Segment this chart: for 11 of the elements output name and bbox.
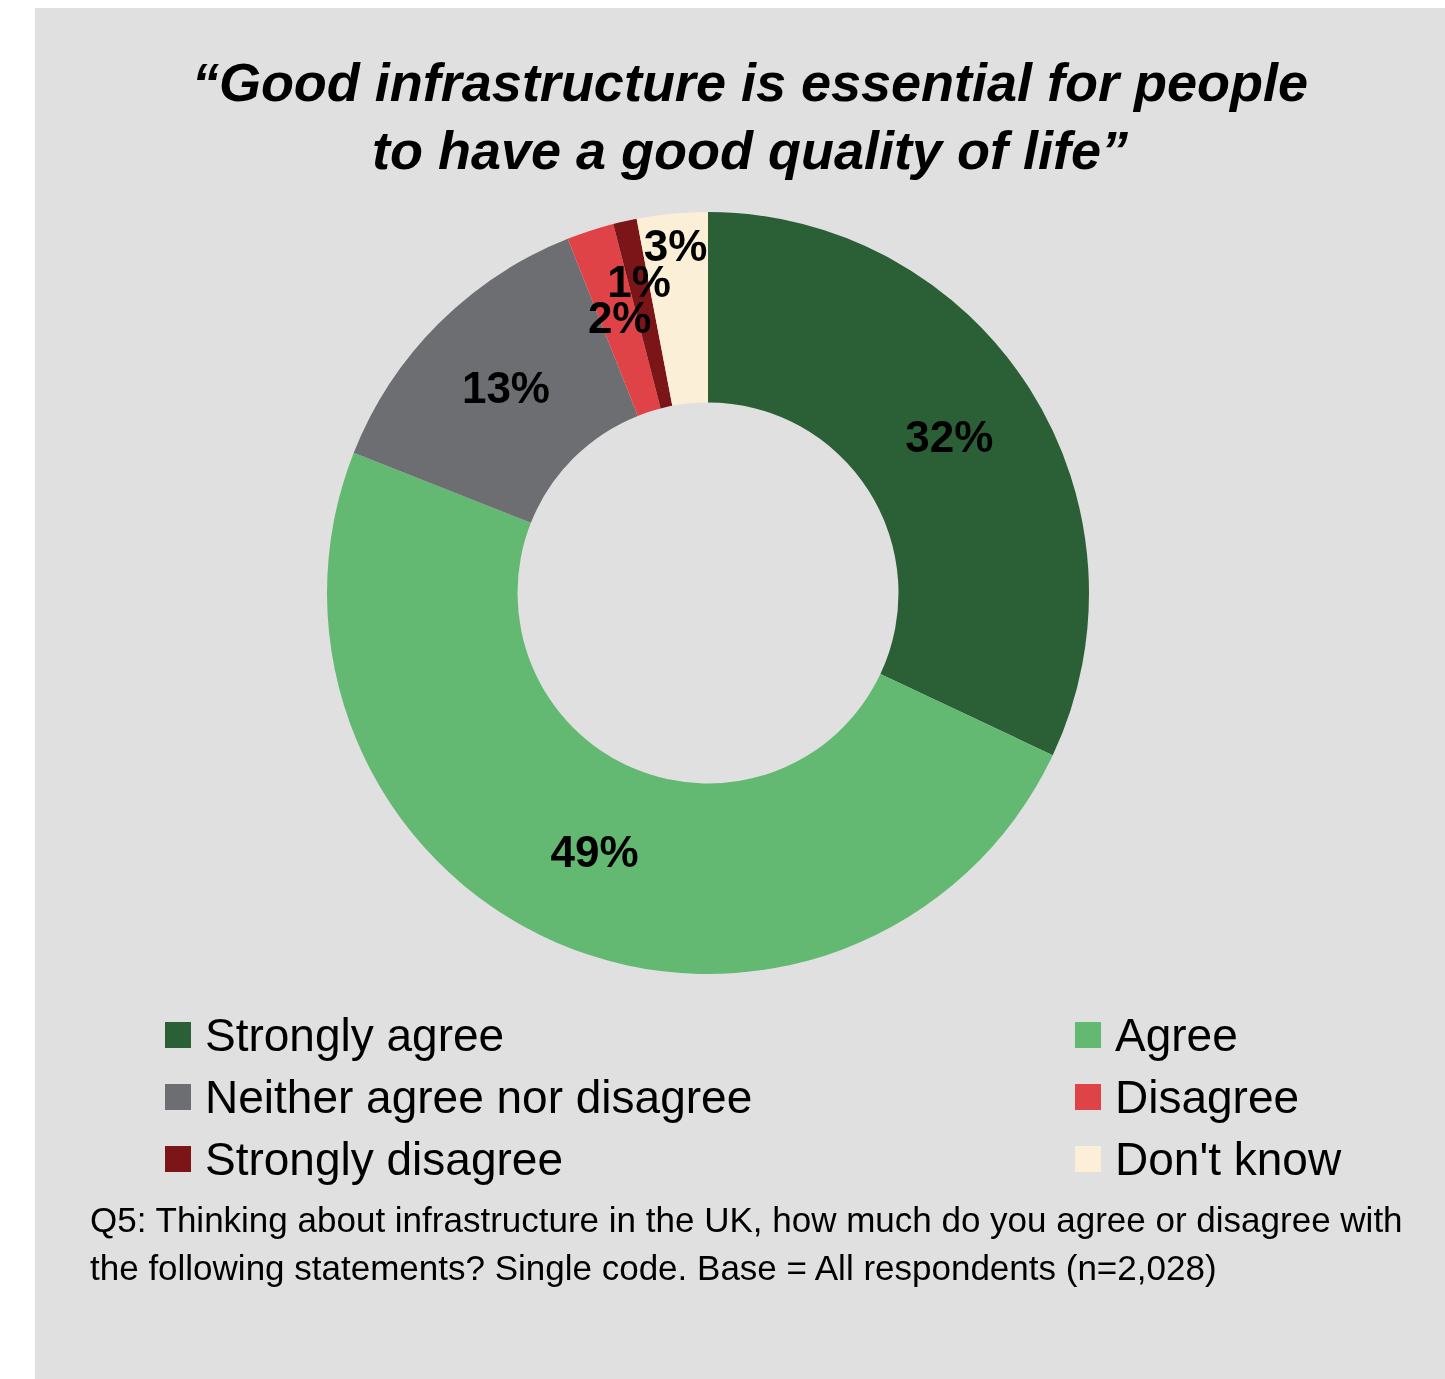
text: Q5: Thinking about infrastructure in the UK, how much do you agree or disagree with the following statements? Single code. Base = All respondents (n=2,028) — [89, 1199, 1404, 1289]
data-label: 32% — [905, 412, 994, 462]
legend-label: Don't know — [1115, 1132, 1342, 1186]
legend-label: Agree — [1115, 1008, 1238, 1062]
data-label: 49% — [550, 827, 639, 877]
legend-label: Strongly disagree — [205, 1132, 563, 1186]
legend-label: Neither agree nor disagree — [205, 1070, 753, 1124]
legend-label: Disagree — [1115, 1070, 1300, 1124]
data-label: 13% — [461, 363, 550, 413]
chart-title: “Good infrastructure is essential for people to have a good quality of life” — [190, 51, 1310, 182]
legend-label: Strongly agree — [205, 1008, 505, 1062]
